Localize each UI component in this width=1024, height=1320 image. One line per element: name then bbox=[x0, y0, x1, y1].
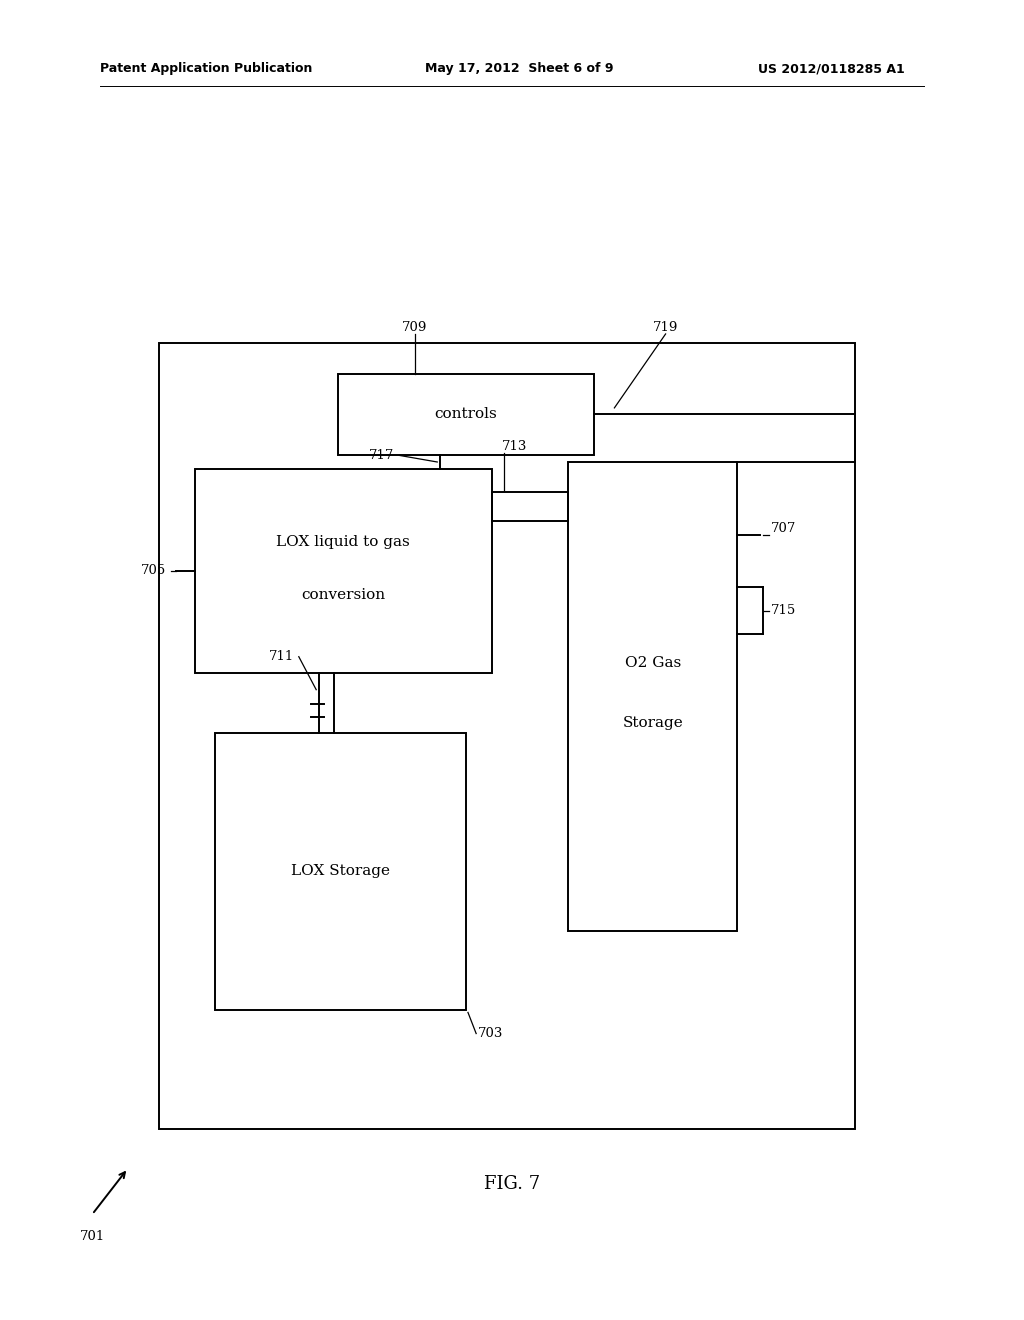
Text: May 17, 2012  Sheet 6 of 9: May 17, 2012 Sheet 6 of 9 bbox=[425, 62, 613, 75]
Bar bbox=[338, 374, 594, 455]
Text: 717: 717 bbox=[369, 449, 394, 462]
Text: 709: 709 bbox=[402, 321, 427, 334]
Text: LOX liquid to gas: LOX liquid to gas bbox=[276, 535, 410, 549]
Text: 711: 711 bbox=[268, 651, 294, 663]
Text: Patent Application Publication: Patent Application Publication bbox=[100, 62, 312, 75]
Text: 703: 703 bbox=[478, 1027, 504, 1040]
Text: 713: 713 bbox=[502, 440, 527, 453]
Text: 719: 719 bbox=[653, 321, 678, 334]
Bar bbox=[215, 733, 466, 1010]
Text: FIG. 7: FIG. 7 bbox=[484, 1175, 540, 1193]
Text: 707: 707 bbox=[771, 521, 797, 535]
Text: Storage: Storage bbox=[623, 715, 683, 730]
Text: O2 Gas: O2 Gas bbox=[625, 656, 681, 671]
Text: 715: 715 bbox=[771, 605, 797, 616]
Text: 701: 701 bbox=[80, 1230, 104, 1243]
Text: controls: controls bbox=[434, 408, 498, 421]
Text: US 2012/0118285 A1: US 2012/0118285 A1 bbox=[758, 62, 904, 75]
Text: conversion: conversion bbox=[301, 587, 385, 602]
Bar bbox=[195, 469, 492, 673]
Text: LOX Storage: LOX Storage bbox=[291, 865, 390, 878]
Bar bbox=[568, 462, 737, 931]
Text: 705: 705 bbox=[140, 565, 166, 577]
Bar bbox=[159, 343, 855, 1129]
